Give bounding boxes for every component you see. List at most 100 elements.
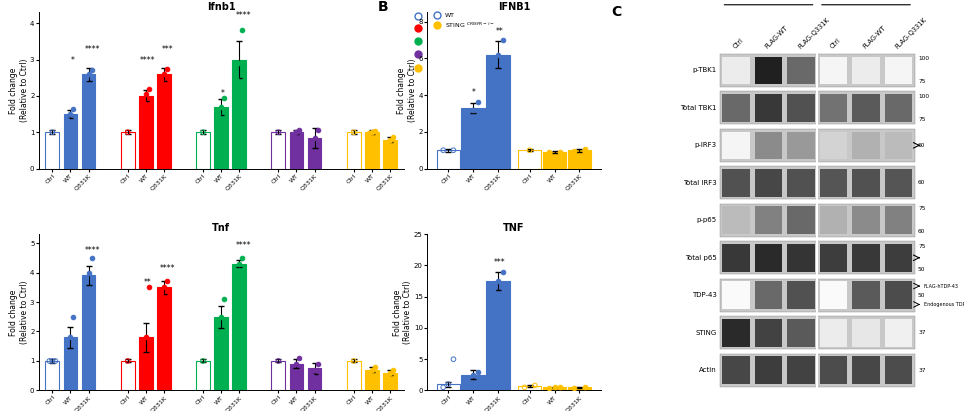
Point — [379, 139, 394, 146]
Point — [41, 358, 57, 364]
Text: FLAG-WT: FLAG-WT — [862, 25, 887, 50]
Bar — [365, 132, 379, 169]
Text: Total p65: Total p65 — [684, 255, 716, 261]
Text: ****: **** — [85, 246, 100, 255]
Point — [196, 358, 211, 364]
Point — [213, 104, 228, 110]
Point — [228, 269, 244, 276]
FancyBboxPatch shape — [720, 316, 915, 349]
Bar — [437, 150, 460, 169]
FancyBboxPatch shape — [852, 206, 879, 234]
Text: 75: 75 — [918, 79, 925, 84]
Bar — [568, 387, 591, 390]
Text: TDP-43: TDP-43 — [691, 292, 716, 298]
FancyBboxPatch shape — [720, 279, 915, 312]
Point — [567, 148, 582, 155]
Title: Ifnb1: Ifnb1 — [207, 2, 235, 12]
FancyBboxPatch shape — [755, 282, 782, 309]
Text: ****: **** — [235, 241, 251, 250]
FancyBboxPatch shape — [819, 282, 847, 309]
FancyBboxPatch shape — [852, 244, 879, 272]
FancyBboxPatch shape — [885, 132, 912, 159]
Point — [153, 290, 169, 296]
Point — [289, 129, 305, 136]
Point — [228, 74, 244, 81]
FancyBboxPatch shape — [819, 319, 847, 346]
Text: C: C — [611, 5, 621, 19]
Point — [138, 334, 153, 341]
Point — [156, 71, 172, 77]
Point — [542, 149, 557, 156]
FancyBboxPatch shape — [722, 169, 750, 196]
FancyBboxPatch shape — [788, 319, 815, 346]
Point — [66, 314, 81, 320]
Text: **: ** — [495, 27, 503, 36]
FancyBboxPatch shape — [722, 319, 750, 346]
Point — [386, 367, 401, 373]
FancyBboxPatch shape — [852, 94, 879, 122]
Point — [217, 95, 232, 101]
Point — [576, 146, 592, 152]
FancyBboxPatch shape — [722, 356, 750, 384]
FancyBboxPatch shape — [852, 57, 879, 84]
FancyBboxPatch shape — [852, 356, 879, 384]
Point — [138, 91, 153, 97]
Point — [63, 334, 78, 341]
Bar — [64, 337, 77, 390]
Point — [307, 134, 322, 141]
FancyBboxPatch shape — [885, 356, 912, 384]
FancyBboxPatch shape — [885, 57, 912, 84]
Point — [386, 133, 401, 140]
Text: Endogenous TDP-43: Endogenous TDP-43 — [924, 302, 964, 307]
Bar — [543, 152, 566, 169]
Point — [210, 343, 226, 349]
Bar — [272, 361, 285, 390]
Bar — [347, 132, 361, 169]
Point — [346, 129, 362, 136]
Text: 75: 75 — [918, 206, 925, 211]
Text: B: B — [378, 0, 388, 14]
Bar — [365, 370, 379, 390]
Point — [47, 358, 63, 364]
Text: 100: 100 — [918, 56, 929, 61]
Bar — [120, 361, 135, 390]
Bar — [437, 384, 460, 390]
Point — [81, 71, 96, 77]
FancyBboxPatch shape — [722, 244, 750, 272]
Point — [285, 372, 301, 379]
FancyBboxPatch shape — [885, 206, 912, 234]
Bar — [383, 139, 397, 169]
Point — [78, 74, 94, 81]
Text: p-TBK1: p-TBK1 — [692, 67, 716, 74]
Point — [382, 136, 397, 143]
FancyBboxPatch shape — [720, 129, 915, 162]
FancyBboxPatch shape — [788, 132, 815, 159]
Bar — [214, 317, 228, 390]
Point — [60, 355, 75, 361]
Text: p-p65: p-p65 — [696, 217, 716, 223]
Point — [466, 372, 481, 378]
Text: Total TBK1: Total TBK1 — [680, 105, 716, 111]
Point — [304, 155, 319, 161]
Bar — [232, 60, 246, 169]
Y-axis label: Fold change
(Relative to Ctrl): Fold change (Relative to Ctrl) — [9, 281, 29, 344]
Point — [285, 131, 301, 137]
FancyBboxPatch shape — [722, 94, 750, 122]
Point — [217, 296, 232, 302]
Point — [141, 284, 156, 291]
Text: ***: *** — [494, 258, 505, 267]
Point — [231, 60, 247, 67]
FancyBboxPatch shape — [720, 204, 915, 237]
Point — [231, 261, 247, 267]
FancyBboxPatch shape — [720, 166, 915, 199]
Point — [552, 148, 568, 155]
Bar — [518, 386, 542, 390]
FancyBboxPatch shape — [755, 94, 782, 122]
Text: *: * — [221, 89, 225, 98]
Text: 50: 50 — [918, 267, 925, 272]
Text: ****: **** — [235, 11, 251, 20]
Text: 50: 50 — [918, 293, 925, 298]
Y-axis label: Fold change
(Relative to Ctrl): Fold change (Relative to Ctrl) — [393, 281, 413, 344]
Point — [234, 254, 250, 261]
Point — [346, 358, 362, 364]
